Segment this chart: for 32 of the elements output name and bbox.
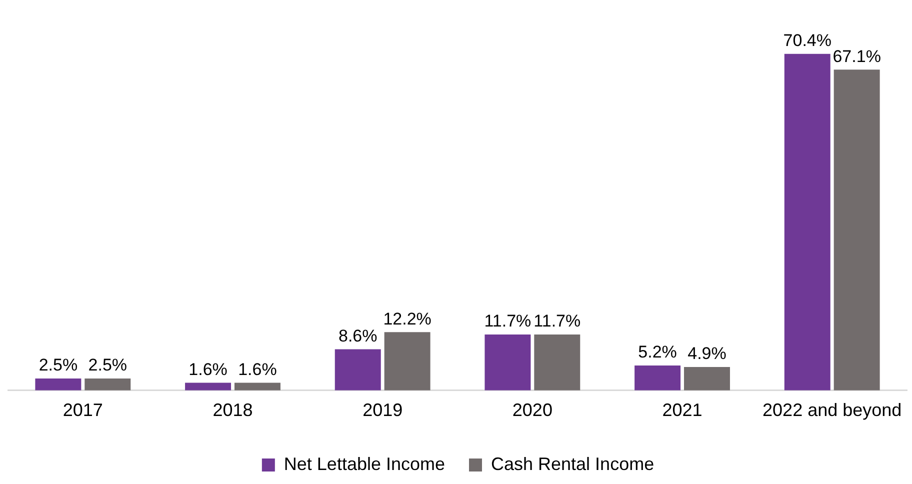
bar — [234, 382, 280, 390]
data-label: 2.5% — [88, 356, 128, 375]
bar — [84, 378, 131, 390]
bar — [834, 70, 880, 390]
bar — [684, 366, 730, 390]
legend-label: Net Lettable Income — [284, 454, 446, 474]
legend-label: Cash Rental Income — [491, 454, 654, 474]
bar — [185, 382, 232, 390]
x-tick-label: 2022 and beyond — [762, 400, 902, 420]
x-tick-label: 2019 — [362, 400, 403, 420]
data-label: 11.7% — [534, 312, 581, 331]
data-label: 4.9% — [688, 344, 726, 364]
data-label: 12.2% — [383, 309, 432, 328]
bar — [334, 349, 381, 390]
data-label: 2.5% — [38, 356, 78, 375]
data-label: 1.6% — [238, 360, 277, 379]
x-tick-label: 2021 — [662, 400, 702, 420]
data-label: 70.4% — [783, 31, 832, 50]
data-label: 67.1% — [832, 46, 881, 66]
bar — [634, 366, 681, 390]
data-label: 5.2% — [638, 342, 677, 362]
data-label: 8.6% — [338, 326, 378, 346]
bar — [35, 378, 82, 390]
x-tick-label: 2020 — [512, 400, 552, 420]
x-tick-label: 2017 — [62, 400, 103, 420]
bar — [534, 334, 580, 390]
bar — [484, 334, 531, 390]
x-tick-label: 2018 — [212, 400, 253, 420]
bar — [384, 332, 430, 390]
bar — [784, 54, 830, 390]
data-label: 11.7% — [484, 312, 532, 331]
data-label: 1.6% — [188, 360, 228, 379]
